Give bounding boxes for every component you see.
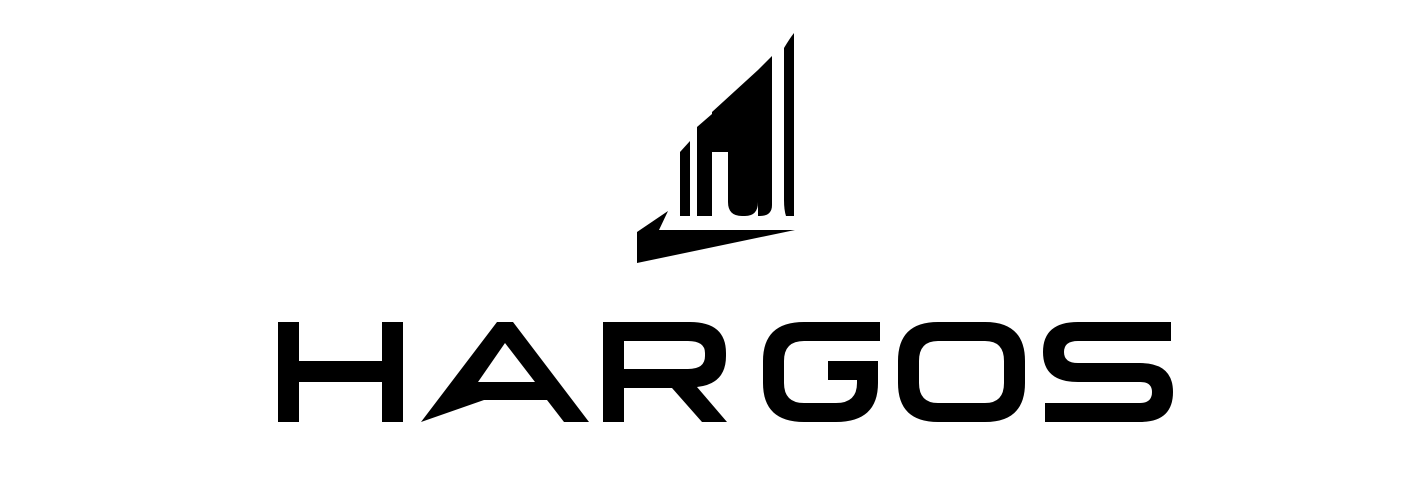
- sailboat-h-building-icon: [637, 33, 795, 263]
- wordmark-graphic: [278, 322, 1173, 422]
